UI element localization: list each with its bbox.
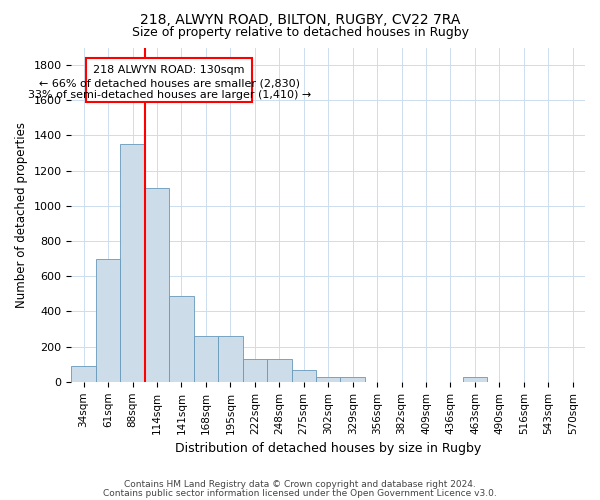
Text: Size of property relative to detached houses in Rugby: Size of property relative to detached ho… <box>131 26 469 39</box>
Bar <box>145 188 169 382</box>
Bar <box>242 359 267 382</box>
Bar <box>340 376 365 382</box>
FancyBboxPatch shape <box>86 58 253 102</box>
Text: Contains public sector information licensed under the Open Government Licence v3: Contains public sector information licen… <box>103 490 497 498</box>
Text: 218 ALWYN ROAD: 130sqm: 218 ALWYN ROAD: 130sqm <box>94 65 245 75</box>
Bar <box>121 144 145 382</box>
Bar <box>169 296 194 382</box>
X-axis label: Distribution of detached houses by size in Rugby: Distribution of detached houses by size … <box>175 442 481 455</box>
Bar <box>267 359 292 382</box>
Bar <box>316 376 340 382</box>
Bar <box>292 370 316 382</box>
Text: 33% of semi-detached houses are larger (1,410) →: 33% of semi-detached houses are larger (… <box>28 90 311 101</box>
Bar <box>194 336 218 382</box>
Bar <box>71 366 96 382</box>
Bar <box>96 258 121 382</box>
Text: Contains HM Land Registry data © Crown copyright and database right 2024.: Contains HM Land Registry data © Crown c… <box>124 480 476 489</box>
Bar <box>463 376 487 382</box>
Y-axis label: Number of detached properties: Number of detached properties <box>15 122 28 308</box>
Bar <box>218 336 242 382</box>
Text: ← 66% of detached houses are smaller (2,830): ← 66% of detached houses are smaller (2,… <box>39 78 300 88</box>
Text: 218, ALWYN ROAD, BILTON, RUGBY, CV22 7RA: 218, ALWYN ROAD, BILTON, RUGBY, CV22 7RA <box>140 12 460 26</box>
